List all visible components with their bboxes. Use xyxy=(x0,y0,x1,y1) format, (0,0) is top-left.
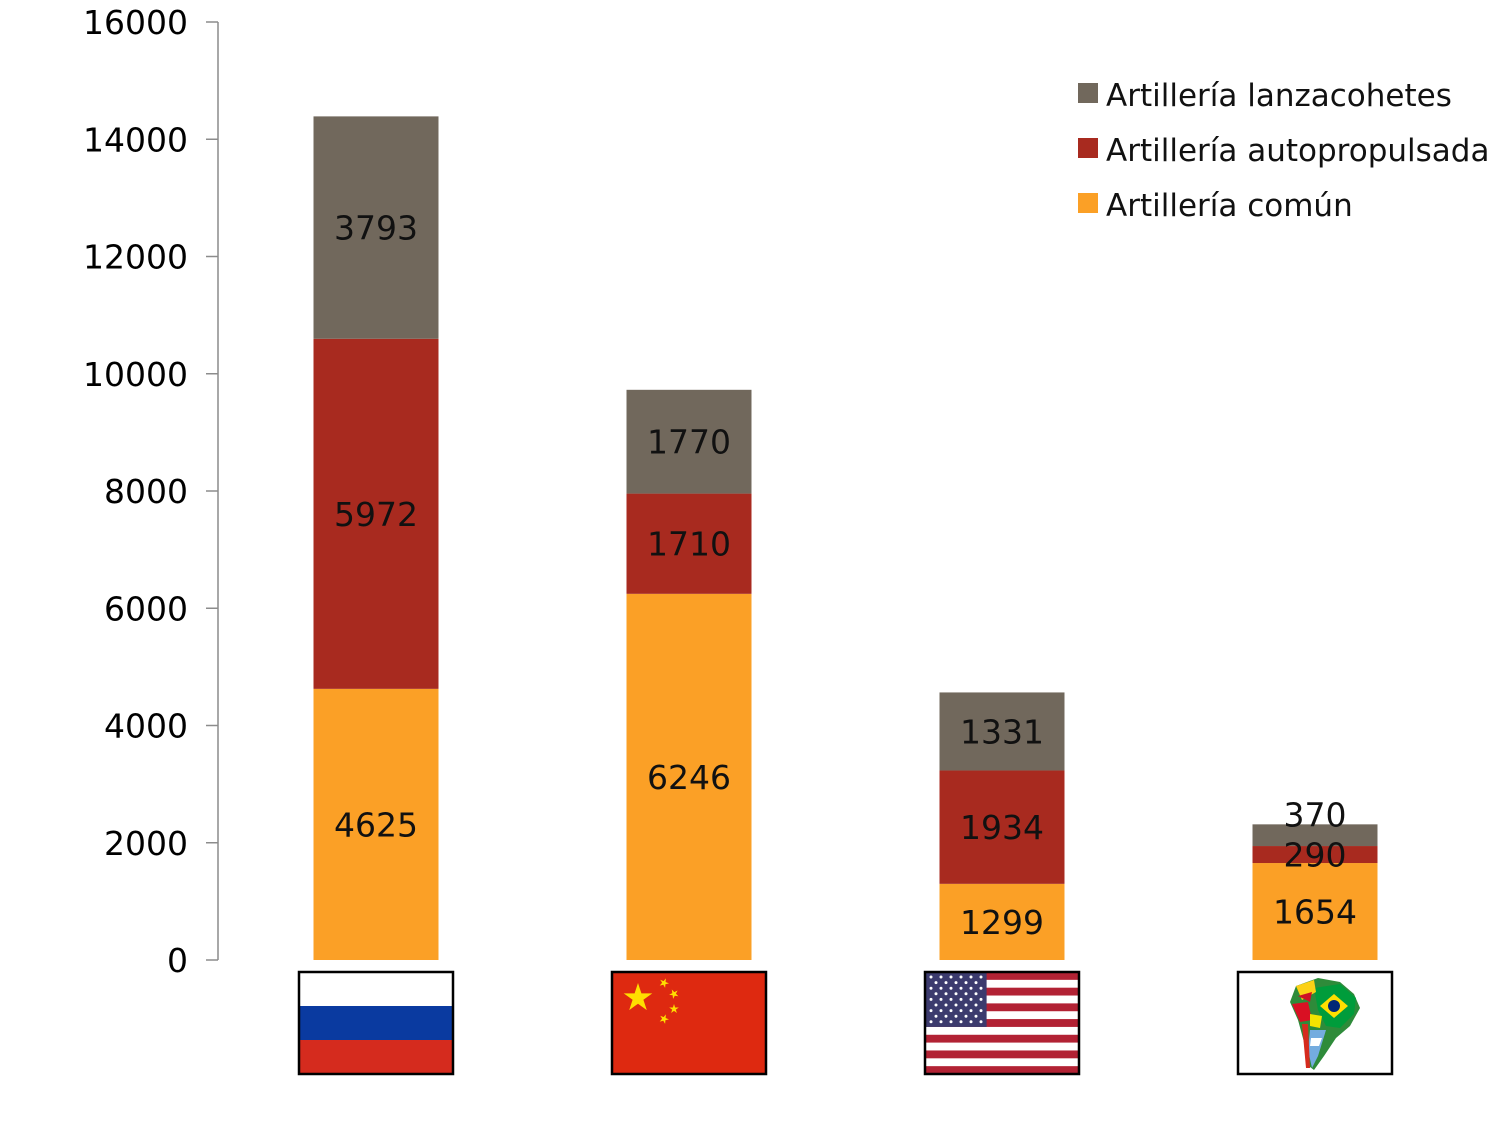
category-flags xyxy=(297,970,1394,1076)
data-label: 1654 xyxy=(1273,893,1357,932)
y-tick-label: 14000 xyxy=(83,120,188,159)
legend-swatch xyxy=(1078,138,1098,158)
legend-swatch xyxy=(1078,83,1098,103)
y-tick-label: 10000 xyxy=(83,355,188,394)
bar-segment xyxy=(1252,863,1378,960)
data-label: 6246 xyxy=(647,758,731,797)
bar-segment xyxy=(939,770,1065,884)
bar-segment xyxy=(313,338,439,689)
y-tick-label: 2000 xyxy=(104,824,188,863)
bar-segment xyxy=(1252,846,1378,864)
south-america-map-icon xyxy=(1236,970,1394,1076)
usa-flag-icon xyxy=(923,970,1081,1076)
bar-segment xyxy=(939,692,1065,771)
bars xyxy=(313,116,1378,960)
legend-label: Artillería autopropulsada xyxy=(1106,133,1489,169)
data-label: 5972 xyxy=(334,495,418,534)
data-label: 1934 xyxy=(960,808,1044,847)
y-tick-label: 4000 xyxy=(104,707,188,746)
y-axis: 0 2000 4000 6000 8000 10000 12000 14000 16000 xyxy=(83,3,219,980)
data-label: 3793 xyxy=(334,209,418,248)
data-label: 1770 xyxy=(647,423,731,462)
data-labels: 4625 5972 3793 6246 1710 1770 1299 1934 1331 1654… xyxy=(334,209,1357,942)
bar-segment xyxy=(1252,824,1378,847)
y-tick-label: 6000 xyxy=(104,589,188,628)
bar-segment xyxy=(313,688,439,960)
legend: Artillería lanzacohetes Artillería autopr… xyxy=(1078,78,1489,224)
y-tick-label: 16000 xyxy=(83,3,188,42)
legend-label: Artillería común xyxy=(1106,188,1353,224)
data-label: 290 xyxy=(1284,836,1347,875)
china-flag-icon xyxy=(610,970,768,1076)
bar-segment xyxy=(626,493,752,594)
bar-segment xyxy=(626,389,752,494)
bar-segment xyxy=(939,883,1065,960)
bar-segment xyxy=(313,116,439,339)
y-tick-label: 8000 xyxy=(104,472,188,511)
data-label: 4625 xyxy=(334,805,418,844)
russia-flag-icon xyxy=(297,970,455,1076)
legend-swatch xyxy=(1078,193,1098,213)
y-tick-label: 12000 xyxy=(83,238,188,277)
bar-segment xyxy=(626,593,752,960)
y-tick-label: 0 xyxy=(167,941,188,980)
legend-label: Artillería lanzacohetes xyxy=(1106,78,1452,114)
data-label: 1331 xyxy=(960,712,1044,751)
data-label: 1299 xyxy=(960,903,1044,942)
data-label: 1710 xyxy=(647,525,731,564)
data-label: 370 xyxy=(1284,795,1347,834)
